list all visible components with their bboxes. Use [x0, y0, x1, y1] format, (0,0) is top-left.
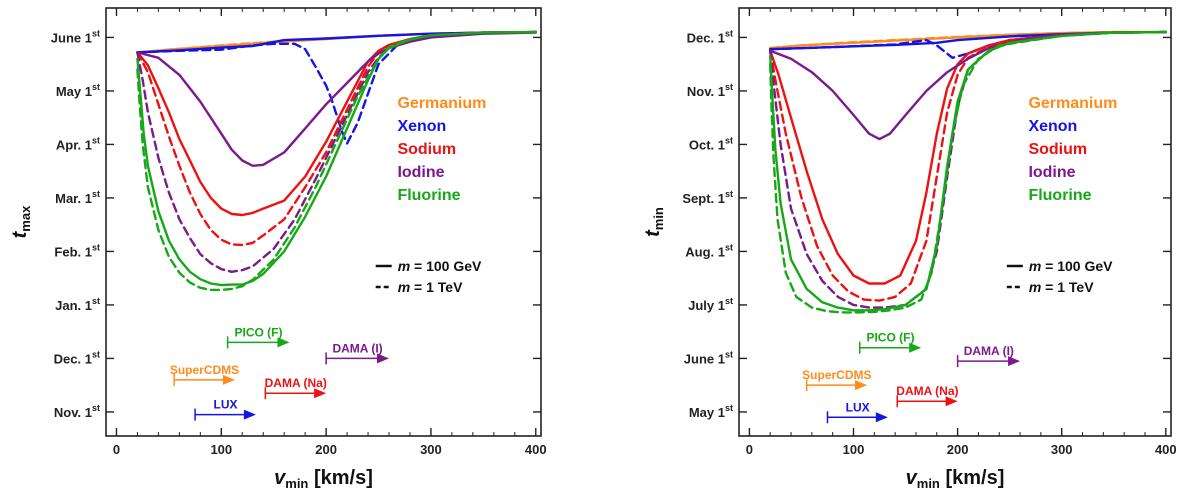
- exp-lux-label: LUX: [846, 400, 870, 414]
- exp-supercdms-arrow-head: [855, 380, 868, 391]
- y-tick-label: Nov. 1st: [687, 82, 733, 99]
- exp-lux-label: LUX: [213, 398, 237, 412]
- series-sodium-solid: [769, 30, 1168, 285]
- x-tick-label: 300: [1051, 442, 1073, 457]
- x-tick-label: 200: [947, 442, 969, 457]
- exp-lux-arrow-head: [875, 412, 888, 423]
- y-tick-label: May 1st: [689, 403, 733, 420]
- y-tick-label: Aug. 1st: [685, 242, 733, 259]
- y-tick-label: June 1st: [51, 28, 100, 45]
- x-axis-label: vmin [km/s]: [274, 467, 373, 491]
- style-legend-solid: m = 100 GeV: [398, 258, 482, 274]
- exp-supercdms-label: SuperCDMS: [802, 368, 871, 382]
- x-tick-label: 0: [746, 442, 753, 457]
- exp-pico-f-label: PICO (F): [866, 331, 914, 345]
- legend-germanium: Germanium: [397, 95, 486, 112]
- series-fluorine-solid: [136, 30, 537, 287]
- series-sodium-dashed: [769, 30, 1168, 302]
- y-tick-label: June 1st: [684, 349, 733, 366]
- series-xenon-dashed: [769, 30, 1168, 59]
- y-tick-label: Jan. 1st: [55, 296, 100, 313]
- y-tick-label: July 1st: [688, 296, 733, 313]
- exp-dama-i-arrow-head: [1008, 356, 1021, 367]
- legend-iodine: Iodine: [397, 164, 444, 181]
- series-sodium-solid: [136, 30, 537, 217]
- plot-frame: [738, 7, 1172, 437]
- legend-xenon: Xenon: [397, 118, 446, 135]
- exp-dama-i-label: DAMA (I): [332, 341, 382, 355]
- exp-dama-na-label: DAMA (Na): [896, 384, 958, 398]
- exp-dama-na-arrow-head: [314, 388, 327, 399]
- plot-frame: [105, 7, 542, 437]
- exp-dama-i-arrow-head: [377, 353, 390, 364]
- series-iodine-solid: [136, 31, 537, 168]
- exp-dama-na-label: DAMA (Na): [265, 376, 327, 390]
- legend-sodium: Sodium: [1028, 141, 1087, 158]
- exp-supercdms-label: SuperCDMS: [170, 363, 239, 377]
- x-tick-label: 400: [525, 442, 547, 457]
- y-tick-label: Nov. 1st: [54, 403, 100, 420]
- style-legend-dashed: m = 1 TeV: [398, 279, 463, 295]
- legend-sodium: Sodium: [397, 141, 456, 158]
- legend-xenon: Xenon: [1028, 118, 1077, 135]
- y-axis-label: tmax: [9, 205, 33, 238]
- y-tick-label: Feb. 1st: [54, 242, 100, 259]
- x-tick-label: 300: [420, 442, 442, 457]
- x-tick-label: 0: [113, 442, 120, 457]
- series-fluorine-solid: [769, 30, 1168, 312]
- style-legend-dashed: m = 1 TeV: [1029, 279, 1094, 295]
- y-tick-label: Apr. 1st: [56, 135, 100, 152]
- y-tick-label: May 1st: [56, 82, 100, 99]
- panel-2: 0 100 200 300 400 May 1st June 1st July 1st Aug.…: [642, 7, 1177, 491]
- x-tick-label: 200: [315, 442, 337, 457]
- panel-1: 0 100 200 300 400 Nov. 1st Dec. 1st Jan. 1st Feb…: [9, 7, 547, 491]
- x-axis-label: vmin [km/s]: [906, 467, 1005, 491]
- exp-dama-na-arrow-head: [945, 396, 958, 407]
- exp-pico-f-arrow-head: [277, 337, 290, 348]
- legend-fluorine: Fluorine: [397, 187, 460, 204]
- style-legend-solid: m = 100 GeV: [1029, 258, 1113, 274]
- y-tick-label: Dec. 1st: [687, 28, 733, 45]
- legend-fluorine: Fluorine: [1028, 187, 1091, 204]
- series-iodine-dashed: [136, 30, 537, 273]
- y-tick-label: Oct. 1st: [689, 135, 733, 152]
- exp-dama-i-label: DAMA (I): [964, 344, 1014, 358]
- exp-pico-f-arrow-head: [909, 342, 922, 353]
- y-tick-label: Mar. 1st: [55, 189, 100, 206]
- legend-iodine: Iodine: [1028, 164, 1075, 181]
- exp-pico-f-label: PICO (F): [235, 325, 283, 339]
- exp-supercdms-arrow-head: [222, 374, 235, 385]
- y-tick-label: Sept. 1st: [682, 189, 733, 206]
- x-tick-label: 400: [1155, 442, 1177, 457]
- legend-germanium: Germanium: [1028, 95, 1117, 112]
- x-tick-label: 100: [843, 442, 865, 457]
- exp-lux-arrow-head: [243, 409, 256, 420]
- series-fluorine-dashed: [769, 30, 1168, 314]
- series-sodium-dashed: [136, 30, 537, 247]
- y-tick-label: Dec. 1st: [54, 349, 100, 366]
- series-fluorine-dashed: [136, 30, 537, 292]
- y-axis-label: tmin: [642, 207, 666, 237]
- x-tick-label: 100: [210, 442, 232, 457]
